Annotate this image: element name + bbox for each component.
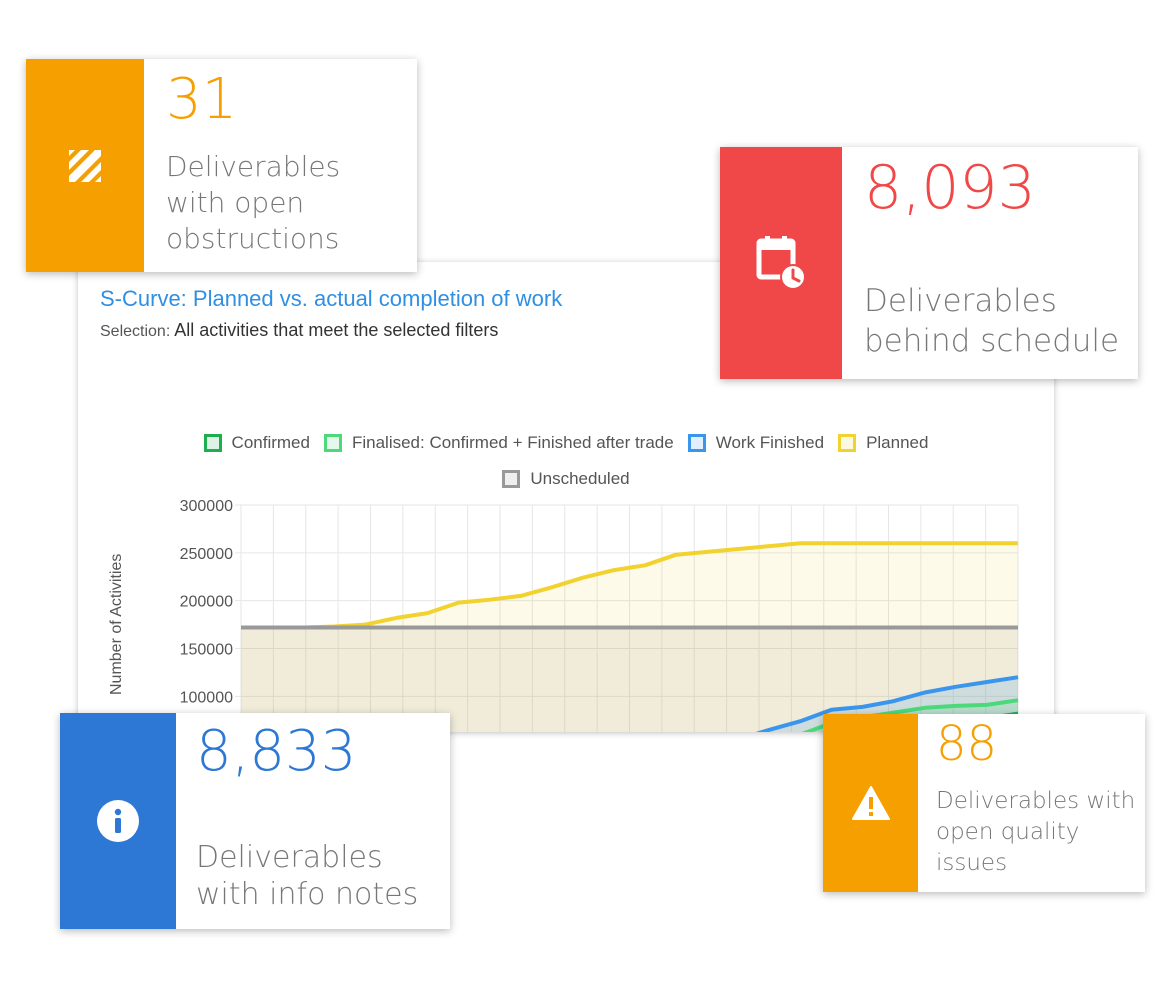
- legend-item-work-finished[interactable]: Work Finished: [687, 432, 825, 454]
- info-icon: [97, 800, 139, 842]
- behind-schedule-label: Deliverables behind schedule: [864, 283, 1120, 359]
- series-area-planned: [241, 543, 1018, 732]
- card-quality-side: [823, 714, 918, 892]
- obstruction-icon: [69, 149, 101, 182]
- legend-swatch-finalised: [323, 434, 342, 452]
- obstructions-count: 31: [166, 67, 238, 132]
- warning-icon: [851, 786, 890, 820]
- quality-issues-label: Deliverables with open quality issues: [936, 788, 1136, 876]
- card-info-side: [60, 713, 176, 929]
- y-axis-title: Number of Activities: [108, 553, 125, 695]
- card-quality-issues[interactable]: 88 Deliverables with open quality issues: [823, 714, 1145, 892]
- series-area-unscheduled: [241, 627, 1018, 732]
- legend-label: Finalised: Confirmed + Finished after tr…: [351, 433, 674, 452]
- obstructions-label: Deliverables with open obstructions: [166, 150, 341, 255]
- legend-swatch-unscheduled: [502, 470, 521, 488]
- y-tick-label: 200000: [180, 594, 233, 611]
- chart-title[interactable]: S-Curve: Planned vs. actual completion o…: [100, 286, 563, 311]
- behind-schedule-count: 8,093: [864, 153, 1036, 223]
- series-line-planned: [241, 541, 1018, 630]
- card-schedule-side: [720, 147, 842, 379]
- legend-label: Planned: [866, 433, 929, 452]
- s-curve-chart: 30000025000020000015000010000050000: [180, 498, 1019, 732]
- card-behind-schedule[interactable]: 8,093 Deliverables behind schedule: [720, 147, 1138, 379]
- quality-issues-count: 88: [936, 716, 998, 772]
- legend-item-unscheduled[interactable]: Unscheduled: [502, 468, 630, 490]
- y-tick-label: 300000: [180, 498, 233, 515]
- y-tick-label: 250000: [180, 546, 233, 563]
- legend-swatch-planned: [838, 434, 857, 452]
- card-obstructions[interactable]: 31 Deliverables with open obstructions: [26, 59, 417, 272]
- legend-label: Unscheduled: [530, 469, 630, 488]
- info-notes-label: Deliverables with info notes: [196, 840, 419, 912]
- series-line-finalised-confirmed-finished-after-trade: [801, 698, 1019, 732]
- card-obstructions-side: [26, 59, 144, 272]
- legend-item-finalised[interactable]: Finalised: Confirmed + Finished after tr…: [323, 432, 674, 454]
- chart-legend: Confirmed Finalised: Confirmed + Finishe…: [78, 432, 1054, 490]
- legend-item-planned[interactable]: Planned: [838, 432, 928, 454]
- legend-label: Confirmed: [231, 433, 310, 452]
- y-tick-label: 150000: [180, 642, 233, 659]
- series-line-work-finished: [755, 675, 1019, 732]
- selection-label: Selection:: [100, 323, 171, 340]
- selection-value: All activities that meet the selected fi…: [174, 320, 499, 340]
- card-info-notes[interactable]: 8,833 Deliverables with info notes: [60, 713, 450, 929]
- legend-label: Work Finished: [715, 433, 825, 452]
- info-notes-count: 8,833: [196, 719, 357, 784]
- calendar-clock-icon: [756, 236, 806, 290]
- y-tick-label: 100000: [180, 689, 233, 706]
- legend-swatch-confirmed: [203, 434, 222, 452]
- legend-item-confirmed[interactable]: Confirmed: [203, 432, 310, 454]
- selection-line: Selection: All activities that meet the …: [100, 320, 498, 341]
- legend-swatch-work-finished: [687, 434, 706, 452]
